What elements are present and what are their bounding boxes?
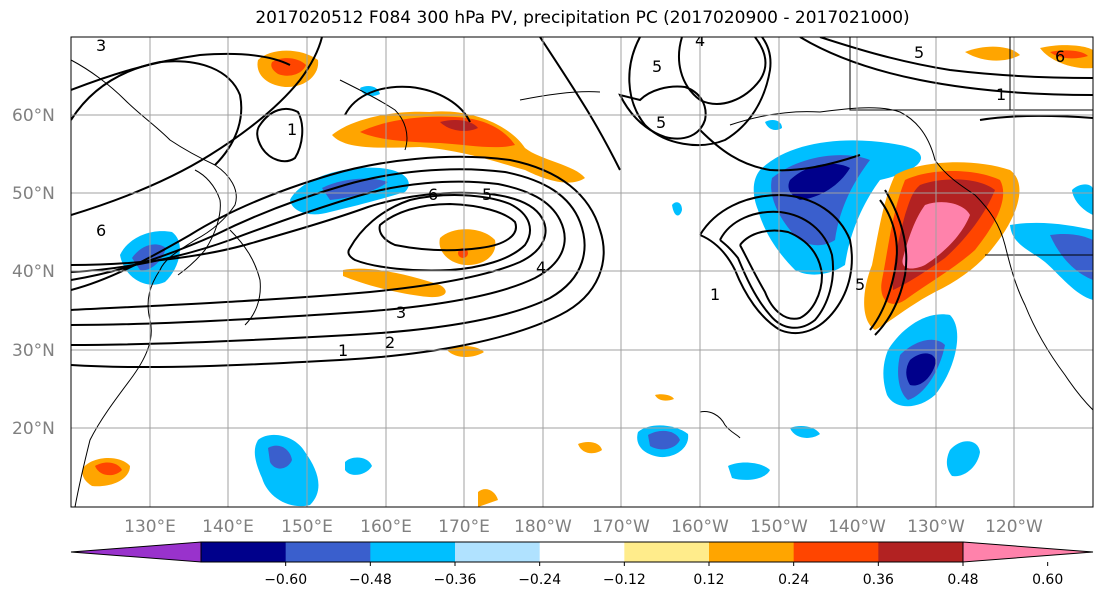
contour-label-1: 1	[996, 85, 1006, 104]
colorbar-segment	[455, 542, 541, 562]
contour-label-6: 6	[1055, 47, 1065, 66]
contour-label-6: 6	[428, 185, 438, 204]
colorbar-tick-label: 0.48	[947, 572, 978, 588]
lon-label-120w: 120°W	[985, 517, 1043, 537]
contour-label-1: 1	[287, 120, 297, 139]
pv-contours	[71, 37, 1093, 369]
lon-label-130e: 130°E	[124, 517, 176, 537]
contour-label-5: 5	[656, 113, 666, 132]
map-frame	[70, 36, 1094, 508]
contour-label-5: 5	[914, 43, 924, 62]
lon-label-130w: 130°W	[907, 517, 965, 537]
colorbar-tick-label: 0.36	[863, 572, 894, 588]
graticule	[71, 37, 1093, 507]
contour-label-5: 5	[855, 275, 865, 294]
lon-label-160w: 160°W	[671, 517, 729, 537]
contour-label-5: 5	[482, 185, 492, 204]
colorbar-tick-label: 0.60	[1032, 572, 1063, 588]
colorbar-segment	[624, 542, 710, 562]
colorbar-tick-label: −0.36	[434, 572, 477, 588]
lat-label-30n: 30°N	[12, 341, 55, 361]
lon-label-150e: 150°E	[281, 517, 333, 537]
lat-label-50n: 50°N	[12, 184, 55, 204]
contour-labels: 1 2 3 4 5 6 6 3 1 1 1 5 6 4 5 5 5	[96, 31, 1065, 360]
colorbar-tick-label: −0.24	[518, 572, 561, 588]
contour-label-3: 3	[396, 303, 406, 322]
colorbar-segment	[878, 542, 964, 562]
contour-label-4: 4	[695, 31, 705, 50]
contour-label-1: 1	[710, 285, 720, 304]
colorbar-tick-label: 0.24	[778, 572, 809, 588]
latitude-labels: 60°N 50°N 40°N 30°N 20°N	[12, 106, 55, 439]
lon-label-160e: 160°E	[360, 517, 412, 537]
contour-label-1: 1	[338, 341, 348, 360]
colorbar-extension-high	[962, 541, 1094, 563]
colorbar-segment	[201, 542, 287, 562]
contour-label-4: 4	[536, 258, 546, 277]
contour-label-2: 2	[385, 333, 395, 352]
colorbar-tick-label: −0.60	[264, 572, 307, 588]
colorbar-tick-label: 0.12	[693, 572, 724, 588]
lon-label-180w: 180°W	[514, 517, 572, 537]
lat-label-60n: 60°N	[12, 106, 55, 126]
colorbar-segment	[285, 542, 371, 562]
contour-label-5: 5	[652, 57, 662, 76]
colorbar-segment	[793, 542, 879, 562]
figure-title: 2017020512 F084 300 hPa PV, precipitatio…	[255, 8, 910, 28]
longitude-labels: 130°E 140°E 150°E 160°E 170°E 180°W 170°…	[124, 517, 1043, 537]
coastlines	[71, 37, 1093, 507]
lon-label-150w: 150°W	[750, 517, 808, 537]
colorbar-extension-low	[70, 541, 202, 563]
lon-label-170w: 170°W	[592, 517, 650, 537]
lon-label-140w: 140°W	[828, 517, 886, 537]
lat-label-20n: 20°N	[12, 419, 55, 439]
contour-label-6: 6	[96, 221, 106, 240]
colorbar-tick-label: −0.12	[603, 572, 646, 588]
contour-label-3: 3	[96, 36, 106, 55]
colorbar-tick-label: −0.48	[349, 572, 392, 588]
colorbar: −0.60 −0.48 −0.36 −0.24 −0.12 0.12 0.24 0.36 0.4…	[70, 541, 1094, 588]
lat-label-40n: 40°N	[12, 262, 55, 282]
lon-label-170e: 170°E	[438, 517, 490, 537]
colorbar-segment	[539, 542, 625, 562]
colorbar-segment	[709, 542, 795, 562]
colorbar-segment	[370, 542, 456, 562]
lon-label-140e: 140°E	[202, 517, 254, 537]
colorbar-outline	[200, 541, 964, 563]
